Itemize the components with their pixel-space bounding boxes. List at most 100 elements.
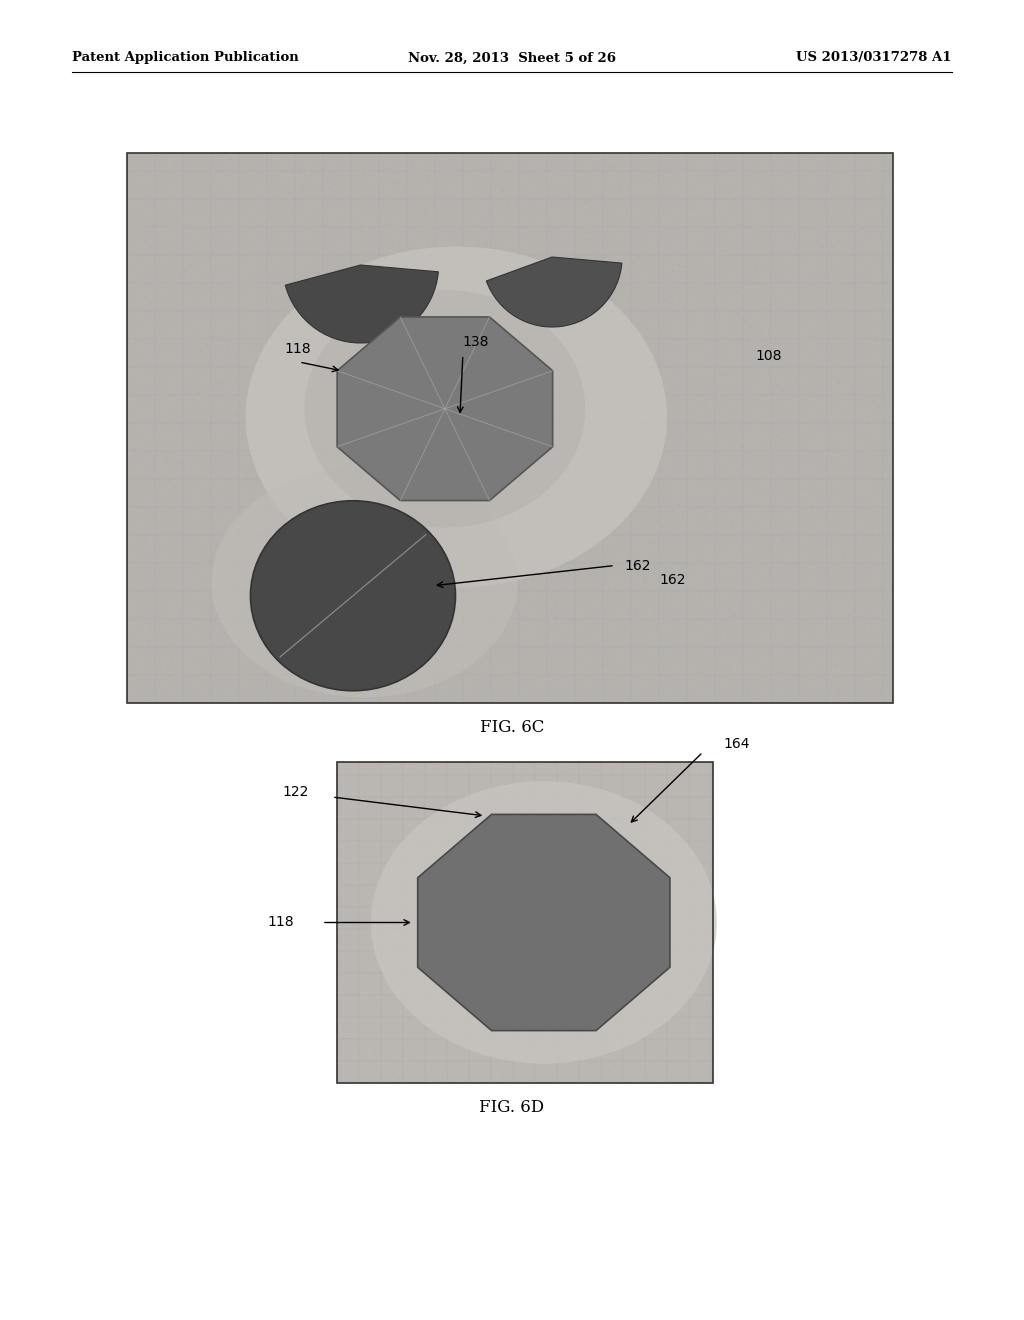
Point [588,764,604,785]
Point [514,503,530,524]
Point [434,850,451,871]
Point [571,950,588,972]
Point [825,688,842,709]
Point [652,886,669,907]
Point [694,500,711,521]
Point [557,566,573,587]
Point [479,792,496,813]
Point [346,631,362,652]
Point [433,760,450,781]
Point [665,847,681,869]
Point [519,813,536,834]
Point [564,302,581,323]
Point [487,764,504,785]
Point [760,384,776,405]
Point [575,875,592,896]
Point [418,830,434,851]
Point [442,939,459,960]
Point [343,252,359,273]
Point [779,416,796,437]
Point [618,857,635,878]
Point [845,211,861,232]
Point [377,689,393,710]
Point [692,649,709,671]
Point [461,543,477,564]
Point [526,558,543,579]
Point [357,789,374,810]
Point [604,312,621,333]
Point [336,754,352,775]
Point [389,923,406,944]
Point [612,686,629,708]
Point [119,602,135,623]
Point [528,954,545,975]
Point [413,840,429,861]
Point [742,321,759,342]
Point [374,845,390,866]
Point [652,347,669,368]
Point [739,582,756,603]
Point [245,601,261,622]
Point [755,576,771,597]
Point [506,325,522,346]
Point [225,346,242,367]
Point [430,557,446,578]
Point [682,803,698,824]
Point [347,898,364,919]
Point [701,826,718,847]
Point [755,569,771,590]
Point [293,565,309,586]
Point [445,535,462,556]
Point [499,623,515,644]
Point [601,1020,617,1041]
Point [515,492,531,513]
Point [696,345,713,366]
Point [471,847,487,869]
Point [530,618,547,639]
Point [845,392,861,413]
Point [698,668,715,689]
Point [365,890,381,911]
Point [660,614,677,635]
Point [333,502,349,523]
Point [537,194,553,215]
Point [166,166,182,187]
Point [857,429,873,450]
Point [187,401,204,422]
Point [569,812,586,833]
Point [231,645,248,667]
Point [663,574,679,595]
Point [658,305,675,326]
Point [828,606,845,627]
Point [549,776,565,797]
Point [769,550,785,572]
Point [544,599,560,620]
Point [697,810,714,832]
Point [830,326,847,347]
Point [698,367,715,388]
Point [159,500,175,521]
Point [692,549,709,570]
Point [675,364,691,385]
Point [365,272,381,293]
Point [428,438,444,459]
Point [677,916,693,937]
Point [764,622,780,643]
Point [247,318,263,339]
Point [611,1063,628,1084]
Point [436,636,453,657]
Point [336,915,352,936]
Point [519,587,536,609]
Point [722,640,738,661]
Point [566,583,583,605]
Point [722,612,738,634]
Point [343,849,359,870]
Point [634,752,650,774]
Point [350,389,367,411]
Point [247,611,263,632]
Point [428,345,444,366]
Point [224,524,241,545]
Point [401,960,418,981]
Point [308,255,325,276]
Point [494,847,510,869]
